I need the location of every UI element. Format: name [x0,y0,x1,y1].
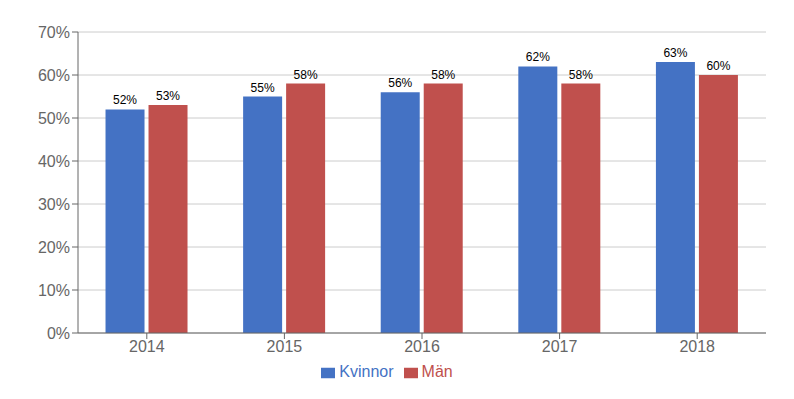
svg-text:2017: 2017 [542,338,578,355]
svg-text:58%: 58% [569,68,593,82]
svg-text:0%: 0% [47,325,70,342]
svg-text:30%: 30% [38,196,70,213]
svg-text:20%: 20% [38,239,70,256]
svg-text:56%: 56% [388,76,412,90]
svg-text:2018: 2018 [679,338,715,355]
html-text:Kvinnor: Kvinnor [339,363,394,380]
svg-text:58%: 58% [431,68,455,82]
svg-text:60%: 60% [706,59,730,73]
svg-text:63%: 63% [663,46,687,60]
svg-text:2015: 2015 [267,338,303,355]
svg-text:50%: 50% [38,110,70,127]
html-text:Män: Män [421,363,453,380]
svg-text:55%: 55% [251,81,275,95]
svg-text:2016: 2016 [404,338,440,355]
svg-text:53%: 53% [156,89,180,103]
svg-text:2014: 2014 [129,338,165,355]
svg-text:10%: 10% [38,282,70,299]
svg-text:58%: 58% [294,68,318,82]
svg-text:40%: 40% [38,153,70,170]
svg-text:52%: 52% [113,93,137,107]
svg-text:62%: 62% [526,50,550,64]
svg-text:70%: 70% [38,24,70,41]
svg-text:60%: 60% [38,67,70,84]
